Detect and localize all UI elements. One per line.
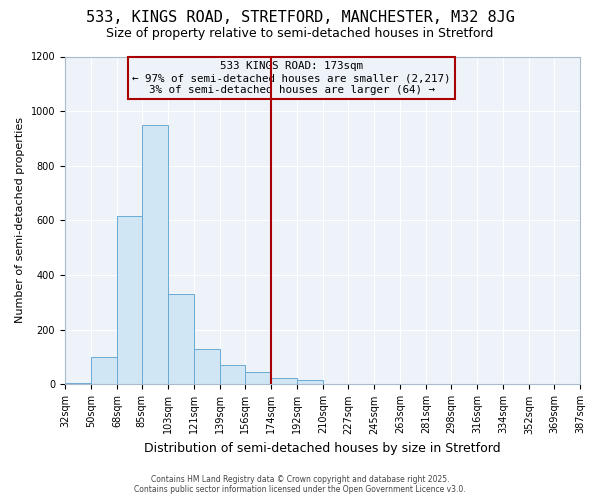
Text: 533, KINGS ROAD, STRETFORD, MANCHESTER, M32 8JG: 533, KINGS ROAD, STRETFORD, MANCHESTER, … (86, 10, 514, 25)
Text: 533 KINGS ROAD: 173sqm
← 97% of semi-detached houses are smaller (2,217)
3% of s: 533 KINGS ROAD: 173sqm ← 97% of semi-det… (132, 62, 451, 94)
Bar (220, 366, 245, 384)
Bar (168, 294, 194, 384)
Text: Size of property relative to semi-detached houses in Stretford: Size of property relative to semi-detach… (106, 28, 494, 40)
X-axis label: Distribution of semi-detached houses by size in Stretford: Distribution of semi-detached houses by … (144, 442, 501, 455)
Bar (91, 357, 117, 384)
Bar (194, 349, 220, 384)
Bar (245, 372, 271, 384)
Bar (65, 383, 91, 384)
Text: Contains HM Land Registry data © Crown copyright and database right 2025.
Contai: Contains HM Land Registry data © Crown c… (134, 474, 466, 494)
Y-axis label: Number of semi-detached properties: Number of semi-detached properties (15, 118, 25, 324)
Bar (297, 380, 323, 384)
Bar (271, 378, 297, 384)
Bar (117, 216, 142, 384)
Bar (142, 125, 168, 384)
